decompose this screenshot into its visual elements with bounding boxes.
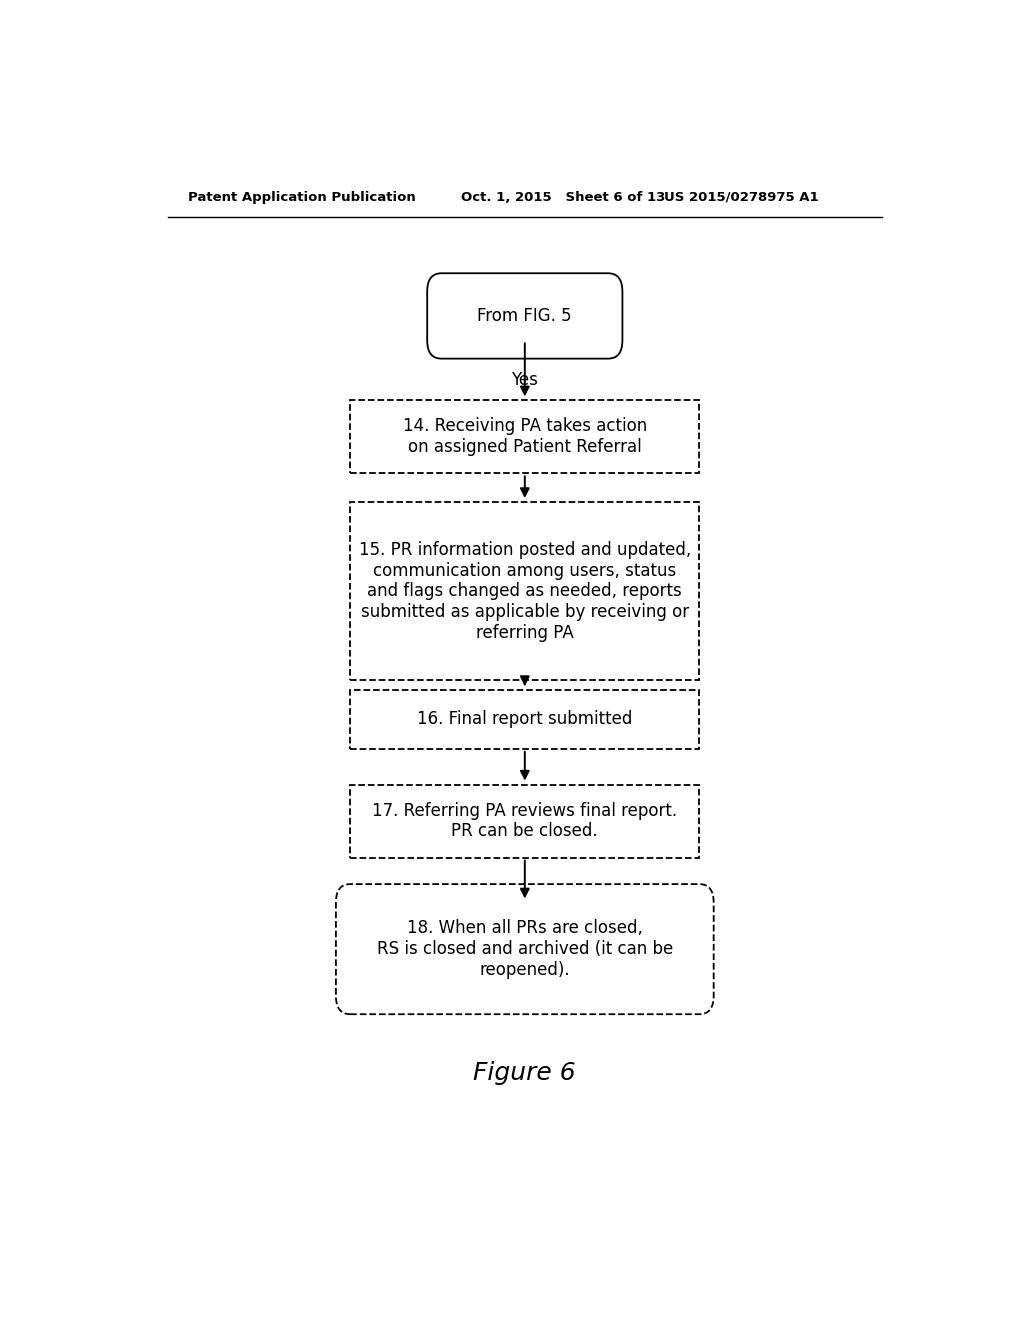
Bar [350,784,699,858]
Text: Figure 6: Figure 6 [473,1061,577,1085]
Text: Oct. 1, 2015   Sheet 6 of 13: Oct. 1, 2015 Sheet 6 of 13 [461,190,666,203]
Text: Patent Application Publication: Patent Application Publication [187,190,416,203]
Text: US 2015/0278975 A1: US 2015/0278975 A1 [664,190,818,203]
Bar [350,400,699,474]
Text: 14. Receiving PA takes action
on assigned Patient Referral: 14. Receiving PA takes action on assigne… [402,417,647,457]
Text: 16. Final report submitted: 16. Final report submitted [417,710,633,729]
Text: 17. Referring PA reviews final report.
PR can be closed.: 17. Referring PA reviews final report. P… [373,801,677,841]
FancyBboxPatch shape [427,273,623,359]
FancyBboxPatch shape [336,884,714,1014]
Text: 15. PR information posted and updated,
communication among users, status
and fla: 15. PR information posted and updated, c… [358,541,691,642]
Bar [350,503,699,680]
Text: 18. When all PRs are closed,
RS is closed and archived (it can be
reopened).: 18. When all PRs are closed, RS is close… [377,919,673,979]
Text: Yes: Yes [511,371,539,389]
Text: From FIG. 5: From FIG. 5 [477,308,572,325]
Bar [350,690,699,748]
